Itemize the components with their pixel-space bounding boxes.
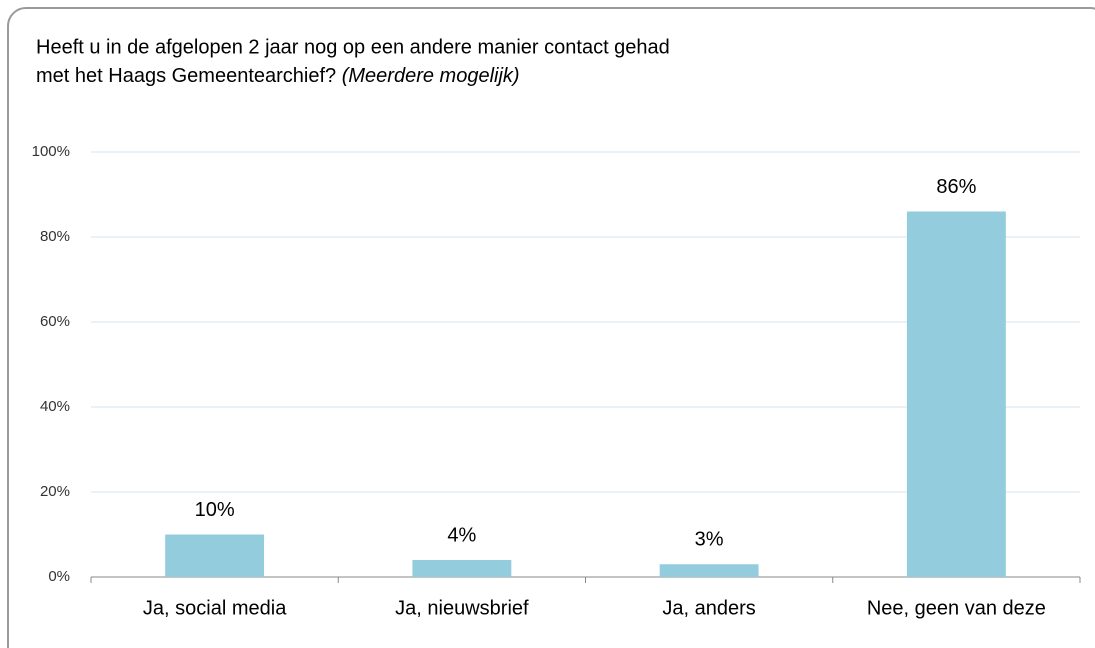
- bar: [906, 211, 1006, 577]
- y-tick-label: 60%: [40, 313, 70, 330]
- x-tick-label: Ja, social media: [143, 597, 287, 619]
- chart-title: Heeft u in de afgelopen 2 jaar nog op ee…: [36, 36, 670, 58]
- bar: [659, 564, 759, 577]
- y-tick-label: 20%: [40, 483, 70, 500]
- value-label: 4%: [447, 524, 476, 546]
- chart-title: met het Haags Gemeentearchief? (Meerdere…: [36, 65, 520, 87]
- y-tick-label: 100%: [32, 143, 70, 160]
- bar: [165, 534, 265, 577]
- y-tick-label: 0%: [48, 568, 70, 585]
- frame: [7, 7, 1095, 648]
- x-tick-label: Ja, anders: [662, 597, 755, 619]
- chart-title-note: (Meerdere mogelijk): [342, 65, 520, 87]
- value-label: 86%: [936, 176, 976, 198]
- y-tick-label: 40%: [40, 398, 70, 415]
- x-tick-label: Ja, nieuwsbrief: [395, 597, 529, 619]
- value-label: 3%: [695, 529, 724, 551]
- y-tick-label: 80%: [40, 228, 70, 245]
- chart-title-line: met het Haags Gemeentearchief?: [36, 65, 336, 87]
- x-tick-label: Nee, geen van deze: [867, 597, 1046, 619]
- value-label: 10%: [195, 499, 235, 521]
- bar: [412, 560, 512, 577]
